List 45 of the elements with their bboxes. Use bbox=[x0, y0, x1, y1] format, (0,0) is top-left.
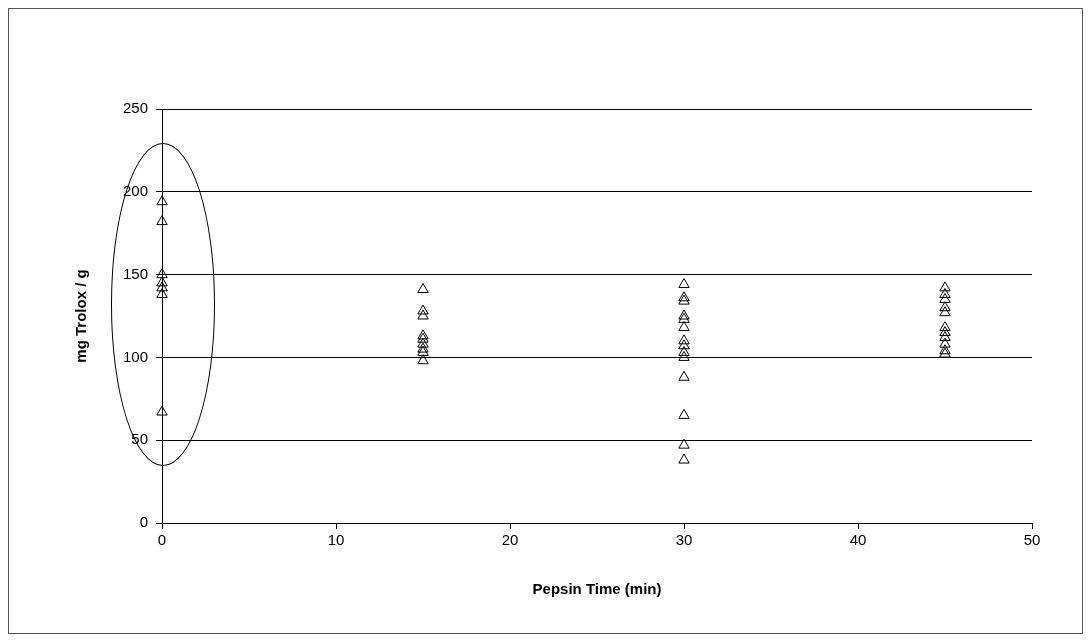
x-tick-label: 50 bbox=[1023, 531, 1041, 549]
point bbox=[678, 334, 690, 345]
point bbox=[678, 408, 690, 419]
point bbox=[939, 331, 951, 342]
y-tick-label: 50 bbox=[131, 430, 149, 448]
point bbox=[939, 287, 951, 298]
point bbox=[417, 354, 429, 365]
y-tick-label: 0 bbox=[139, 513, 149, 531]
y-tick-label: 150 bbox=[123, 264, 149, 282]
point bbox=[939, 337, 951, 348]
point bbox=[156, 215, 168, 226]
point bbox=[156, 276, 168, 287]
x-tick-label: 30 bbox=[675, 531, 693, 549]
point bbox=[939, 306, 951, 317]
point bbox=[939, 321, 951, 332]
y-tick-label: 250 bbox=[123, 99, 149, 117]
point bbox=[678, 345, 690, 356]
point bbox=[678, 278, 690, 289]
x-axis-title: Pepsin Time (min) bbox=[532, 580, 662, 598]
point bbox=[417, 309, 429, 320]
point bbox=[156, 405, 168, 416]
point bbox=[678, 350, 690, 361]
point bbox=[939, 326, 951, 337]
point bbox=[156, 268, 168, 279]
x-tick-label: 40 bbox=[849, 531, 867, 549]
point bbox=[156, 281, 168, 292]
point bbox=[156, 195, 168, 206]
y-tick-label: 200 bbox=[123, 181, 149, 199]
x-tick-label: 20 bbox=[501, 531, 519, 549]
y-axis-title: mg Trolox / g bbox=[72, 269, 90, 363]
point bbox=[417, 283, 429, 293]
point bbox=[939, 292, 951, 303]
point bbox=[678, 321, 690, 332]
point bbox=[939, 301, 951, 312]
x-tick-label: 0 bbox=[157, 531, 167, 549]
point bbox=[678, 370, 690, 381]
y-tick-label: 100 bbox=[123, 347, 149, 365]
x-tick-label: 10 bbox=[327, 531, 345, 549]
point bbox=[678, 438, 690, 449]
point bbox=[678, 339, 690, 350]
point bbox=[939, 281, 951, 292]
point bbox=[417, 337, 429, 348]
point bbox=[417, 304, 429, 315]
point bbox=[678, 453, 690, 464]
point bbox=[156, 287, 168, 298]
